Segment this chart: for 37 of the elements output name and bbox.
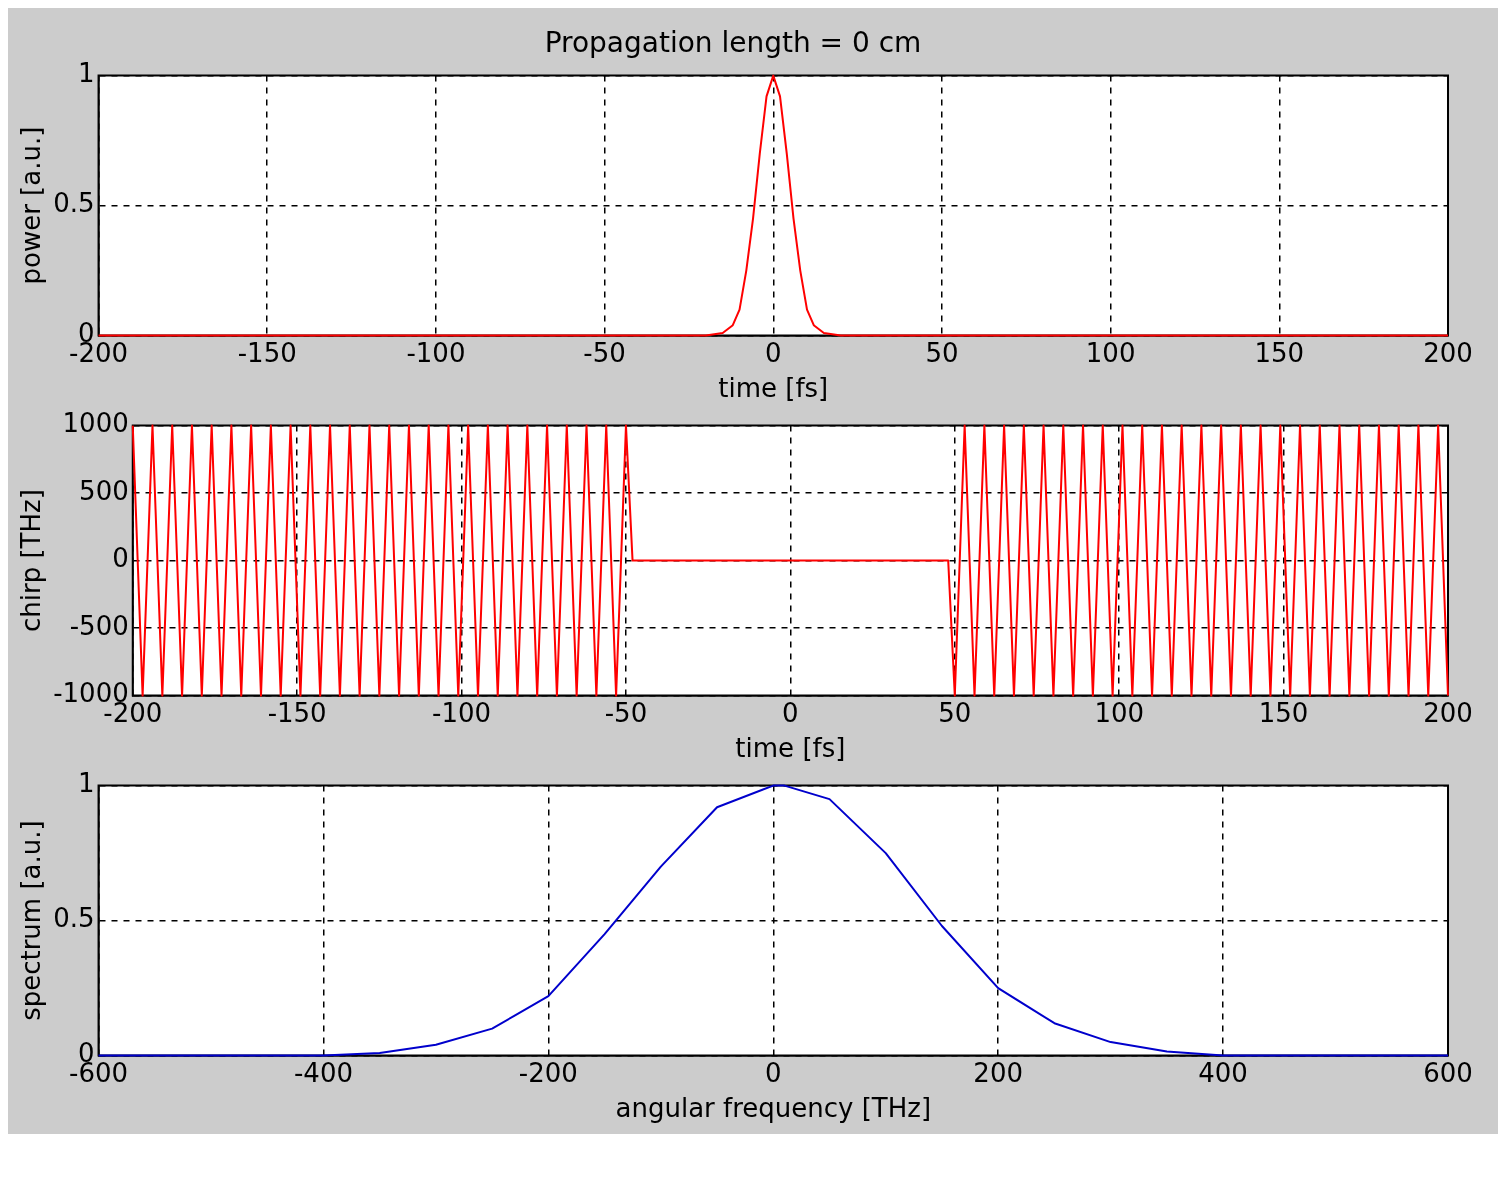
- x-tick-label: -100: [406, 337, 466, 368]
- x-tick-label: -200: [518, 1057, 578, 1088]
- x-tick-label: -50: [583, 337, 626, 368]
- x-tick-label: 150: [1258, 697, 1309, 728]
- y-tick-label: -500: [69, 610, 129, 641]
- x-tick-label: 200: [973, 1057, 1023, 1088]
- x-tick-label: 0: [765, 337, 782, 368]
- chart-title: Propagation length = 0 cm: [544, 26, 922, 60]
- x-tick-label: 600: [1423, 1057, 1473, 1088]
- x-tick-label: -150: [267, 697, 327, 728]
- x-tick-label: 0: [782, 697, 799, 728]
- x-tick-label: 200: [1423, 337, 1473, 368]
- x-axis-title: time [fs]: [718, 373, 829, 404]
- y-tick-label: 500: [79, 475, 129, 506]
- x-tick-label: 100: [1094, 697, 1145, 728]
- x-tick-label: 200: [1423, 697, 1473, 728]
- x-axis-title: angular frequency [THz]: [615, 1093, 932, 1124]
- x-tick-label: 400: [1198, 1057, 1248, 1088]
- y-tick-label: 1000: [62, 408, 129, 439]
- x-tick-label: -100: [432, 697, 492, 728]
- x-tick-label: 50: [938, 697, 972, 728]
- y-axis-title: spectrum [a.u.]: [16, 820, 47, 1021]
- y-tick-label: 0.5: [53, 903, 95, 934]
- x-tick-label: 50: [925, 337, 959, 368]
- x-tick-label: 0: [765, 1057, 782, 1088]
- x-tick-label: 100: [1085, 337, 1136, 368]
- y-tick-label: 0: [112, 543, 129, 574]
- y-axis-title: chirp [THz]: [16, 489, 47, 633]
- x-tick-label: -150: [237, 337, 297, 368]
- x-tick-label: 150: [1254, 337, 1305, 368]
- x-tick-label: -50: [604, 697, 648, 728]
- y-tick-label: 0.5: [53, 188, 95, 219]
- x-axis-title: time [fs]: [735, 733, 846, 764]
- x-tick-label: -400: [293, 1057, 353, 1088]
- y-tick-label: 1: [78, 58, 95, 89]
- y-axis-title: power [a.u.]: [16, 126, 47, 285]
- y-tick-label: 1: [78, 768, 95, 799]
